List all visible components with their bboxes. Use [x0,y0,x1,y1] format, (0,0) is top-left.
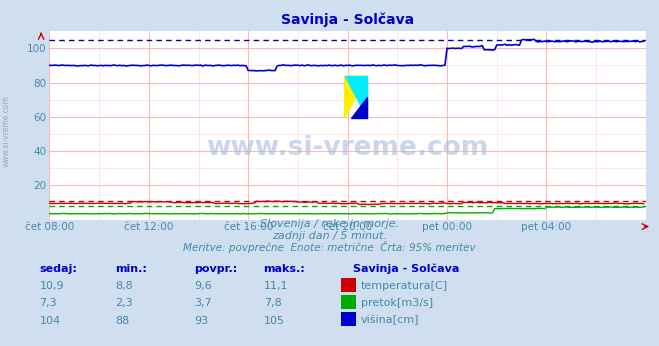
Text: 93: 93 [194,316,208,326]
Polygon shape [351,97,367,118]
Text: Slovenija / reke in morje.: Slovenija / reke in morje. [260,219,399,229]
Text: 105: 105 [264,316,285,326]
Text: temperatura[C]: temperatura[C] [361,281,448,291]
Polygon shape [345,76,367,118]
Text: zadnji dan / 5 minut.: zadnji dan / 5 minut. [272,231,387,241]
Text: www.si-vreme.com: www.si-vreme.com [2,95,11,167]
Polygon shape [345,76,367,118]
Text: višina[cm]: višina[cm] [361,315,420,326]
Text: min.:: min.: [115,264,147,274]
Text: 9,6: 9,6 [194,281,212,291]
Text: 7,3: 7,3 [40,298,57,308]
Text: 3,7: 3,7 [194,298,212,308]
Title: Savinja - Solčava: Savinja - Solčava [281,13,415,27]
Text: Savinja - Solčava: Savinja - Solčava [353,263,459,274]
Text: Meritve: povprečne  Enote: metrične  Črta: 95% meritev: Meritve: povprečne Enote: metrične Črta:… [183,241,476,253]
Text: sedaj:: sedaj: [40,264,77,274]
Text: maks.:: maks.: [264,264,305,274]
Text: 88: 88 [115,316,130,326]
Text: 7,8: 7,8 [264,298,281,308]
Text: pretok[m3/s]: pretok[m3/s] [361,298,433,308]
Text: 104: 104 [40,316,61,326]
Text: 8,8: 8,8 [115,281,133,291]
Text: 2,3: 2,3 [115,298,133,308]
Text: 10,9: 10,9 [40,281,64,291]
Text: www.si-vreme.com: www.si-vreme.com [206,135,489,161]
Text: povpr.:: povpr.: [194,264,238,274]
Text: 11,1: 11,1 [264,281,288,291]
